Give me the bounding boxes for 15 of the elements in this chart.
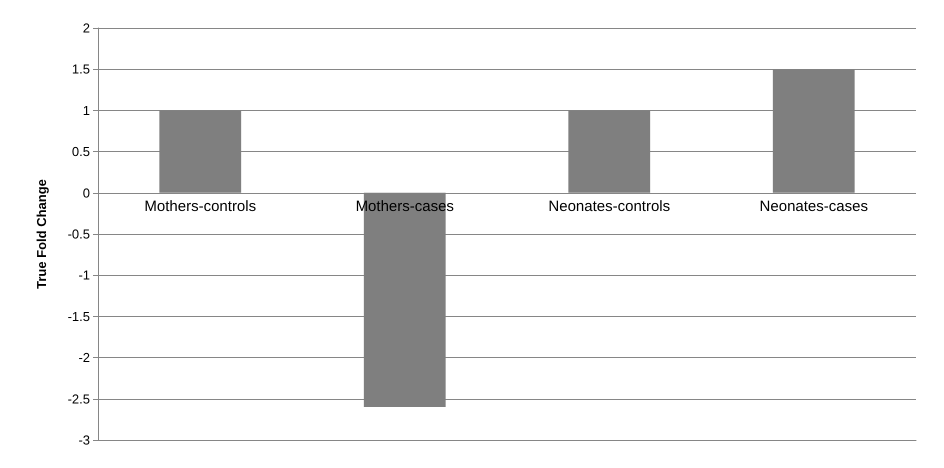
y-tick-label: -2: [78, 350, 90, 366]
y-tick-label: -1.5: [68, 308, 90, 324]
y-tick-label: -3: [78, 432, 90, 448]
y-tick-label: 2: [82, 20, 90, 36]
y-tick-label: 1.5: [72, 62, 90, 77]
y-tick-label: -2.5: [68, 391, 90, 406]
y-tick-label: 0: [82, 185, 90, 200]
y-tick-label: -1: [78, 268, 90, 283]
y-tick-label: -0.5: [68, 226, 90, 242]
y-tick-label: 0.5: [72, 144, 90, 160]
x-tick-label: Neonates-controls: [548, 198, 670, 215]
y-axis-title: True Fold Change: [34, 179, 49, 289]
x-tick-label: Neonates-cases: [760, 198, 868, 215]
y-tick-label: 1: [82, 102, 90, 118]
x-tick-label: Mothers-controls: [144, 198, 256, 215]
